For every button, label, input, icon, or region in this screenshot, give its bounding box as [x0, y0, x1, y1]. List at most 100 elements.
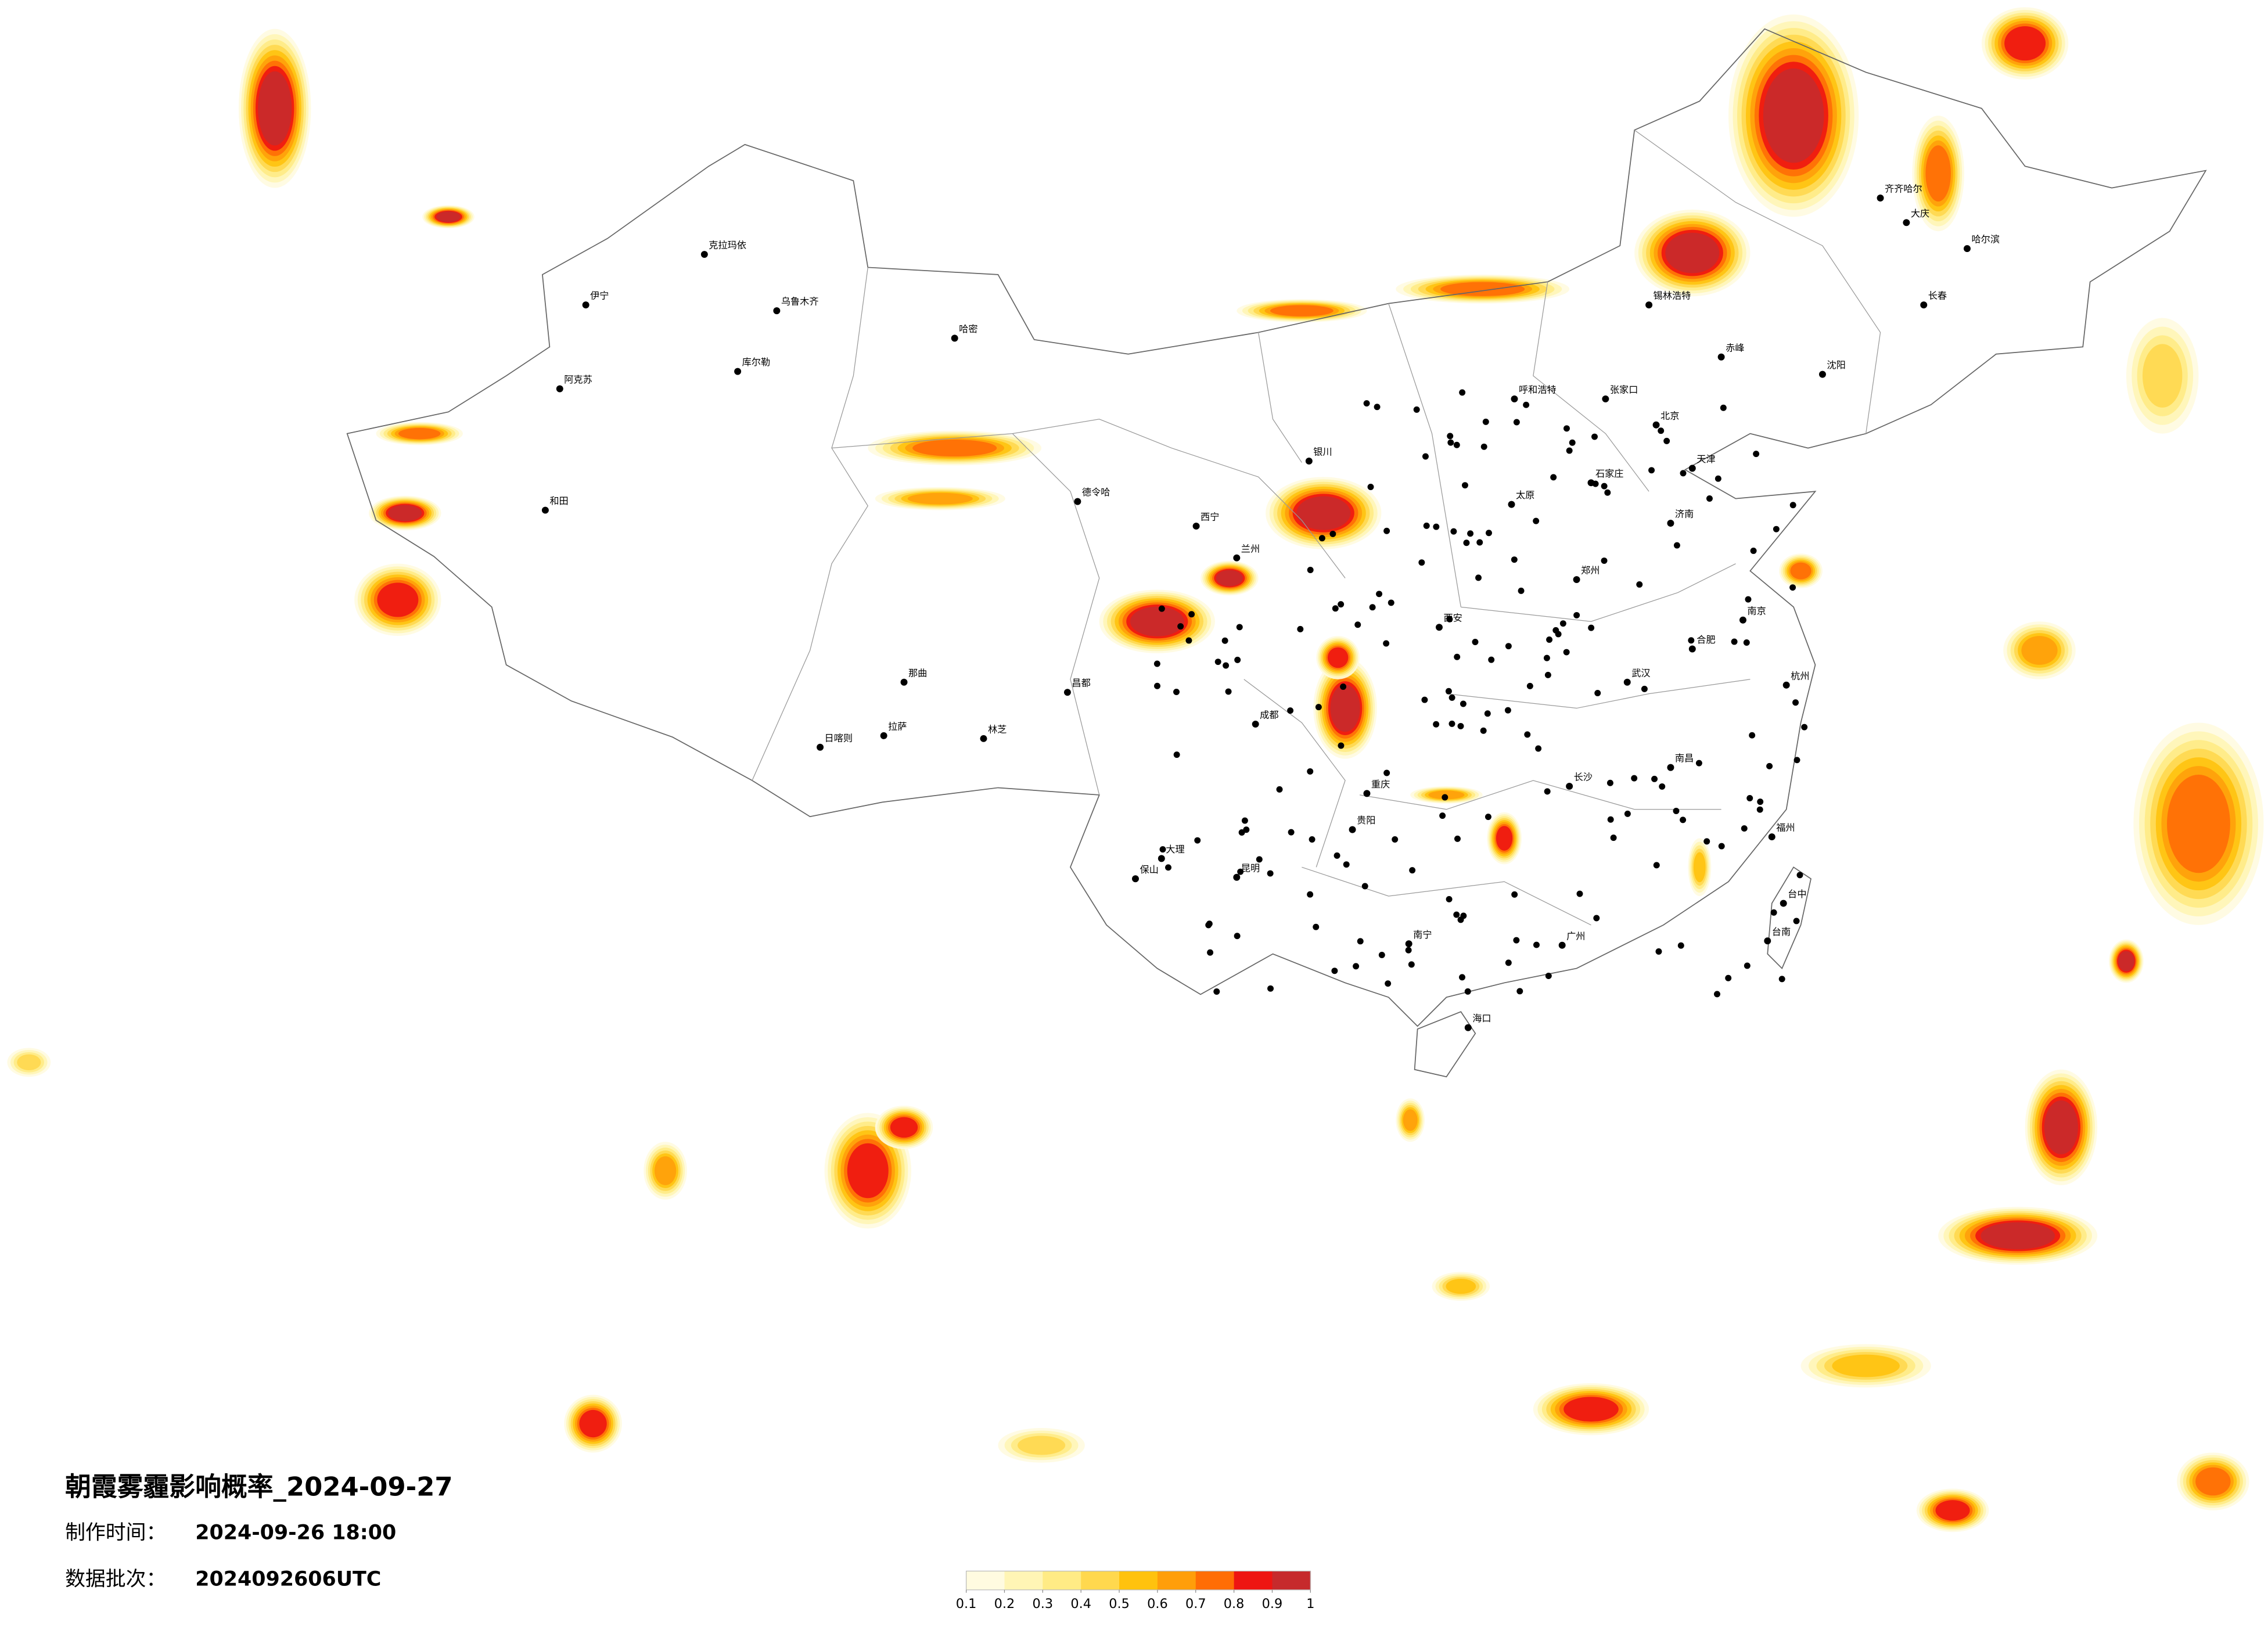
- station-dot: [1624, 810, 1631, 817]
- station-dot: [1221, 637, 1228, 644]
- taiwan: [1767, 866, 1812, 970]
- station-dot: [1601, 483, 1608, 490]
- city-dot: [1764, 937, 1771, 945]
- station-dot: [1706, 495, 1713, 502]
- haze-area: [1981, 1222, 2055, 1250]
- station-dot: [1413, 406, 1420, 413]
- station-dot: [1658, 427, 1665, 434]
- station-dot: [1476, 539, 1483, 546]
- station-dot: [1484, 710, 1491, 717]
- legend-tick-label: 0.7: [1185, 1596, 1206, 1611]
- station-dot: [1309, 836, 1315, 843]
- city-label: 兰州: [1241, 543, 1260, 554]
- station-dot: [1442, 794, 1448, 801]
- station-dot: [1383, 769, 1390, 776]
- station-dot: [1173, 751, 1180, 758]
- station-dot: [1338, 601, 1345, 608]
- city-label: 库尔勒: [742, 357, 771, 368]
- station-dot: [1801, 724, 1808, 731]
- city-dot: [1363, 790, 1371, 797]
- station-dot: [1188, 611, 1195, 618]
- station-dot: [1448, 694, 1455, 701]
- station-dot: [1234, 933, 1241, 940]
- haze-area: [1330, 684, 1360, 732]
- station-dot: [1545, 973, 1552, 979]
- city-label: 银川: [1313, 447, 1332, 458]
- station-dot: [1421, 696, 1428, 703]
- station-dot: [1307, 891, 1314, 898]
- station-dot: [1243, 826, 1250, 833]
- city-dot: [1667, 520, 1674, 527]
- station-dot: [1205, 922, 1212, 929]
- legend-tick-label: 0.1: [956, 1596, 977, 1611]
- station-dot: [1677, 942, 1684, 949]
- legend-tick-label: 0.8: [1224, 1596, 1245, 1611]
- haze-area: [1018, 1436, 1066, 1455]
- city-dot: [880, 732, 887, 739]
- haze-area: [890, 1117, 918, 1138]
- city-label: 济南: [1675, 509, 1694, 520]
- haze-area: [1693, 852, 1706, 883]
- city-label: 合肥: [1696, 634, 1715, 645]
- haze-area: [654, 1156, 677, 1185]
- station-dot: [1158, 605, 1165, 612]
- haze-area: [1563, 1397, 1619, 1422]
- station-dot: [1343, 861, 1350, 868]
- station-dot: [1475, 574, 1482, 581]
- station-dot: [1715, 475, 1721, 482]
- station-dot: [1482, 418, 1489, 425]
- station-dot: [1214, 659, 1221, 665]
- station-dot: [1513, 937, 1520, 944]
- station-dot: [1315, 704, 1322, 711]
- station-dot: [1659, 783, 1666, 790]
- station-dot: [1485, 814, 1491, 821]
- city-dot: [773, 307, 781, 315]
- city-label: 大理: [1166, 844, 1184, 855]
- station-dot: [1234, 656, 1241, 663]
- city-label: 林芝: [988, 724, 1007, 735]
- station-dot: [1533, 517, 1540, 524]
- station-dot: [1505, 959, 1512, 966]
- station-dot: [1756, 806, 1763, 813]
- station-dot: [1223, 662, 1230, 669]
- city-label: 沈阳: [1827, 359, 1845, 370]
- station-dot: [1663, 437, 1670, 444]
- legend-tick-label: 0.9: [1262, 1596, 1283, 1611]
- city-dot: [1782, 681, 1790, 689]
- station-dot: [1789, 502, 1796, 509]
- haze-area: [388, 505, 422, 521]
- legend-tick-label: 0.6: [1147, 1596, 1168, 1611]
- city-label: 台南: [1772, 926, 1791, 937]
- station-dot: [1714, 991, 1720, 998]
- legend-swatch: [1043, 1571, 1081, 1590]
- haze-area: [1925, 145, 1951, 202]
- station-dot: [1422, 453, 1429, 460]
- city-label: 哈尔滨: [1971, 234, 2000, 245]
- haze-area: [2195, 1467, 2231, 1496]
- city-label: 成都: [1260, 710, 1278, 721]
- city-dot: [1688, 465, 1696, 472]
- country-outline: [346, 28, 2207, 1027]
- haze-area: [1440, 282, 1525, 296]
- station-dot: [1511, 891, 1518, 898]
- station-dot: [1237, 868, 1244, 875]
- info-label: 数据批次：: [65, 1567, 166, 1591]
- station-dot: [1225, 688, 1232, 695]
- station-dot: [1566, 447, 1573, 454]
- station-dot: [1552, 627, 1559, 634]
- station-dot: [1610, 834, 1617, 841]
- haze-area: [1665, 232, 1720, 274]
- station-dot: [1236, 624, 1243, 631]
- legend-tick-label: 0.2: [994, 1596, 1015, 1611]
- station-dot: [1516, 988, 1523, 995]
- legend-swatch: [1234, 1571, 1273, 1590]
- haze-area: [436, 211, 461, 222]
- station-dot: [1439, 812, 1446, 819]
- station-dot: [1651, 775, 1658, 782]
- haze-area: [907, 492, 973, 505]
- station-dot: [1504, 707, 1511, 714]
- haze-area: [1130, 606, 1184, 636]
- station-dot: [1524, 731, 1531, 738]
- legend-swatch: [1119, 1571, 1158, 1590]
- station-dot: [1369, 604, 1376, 611]
